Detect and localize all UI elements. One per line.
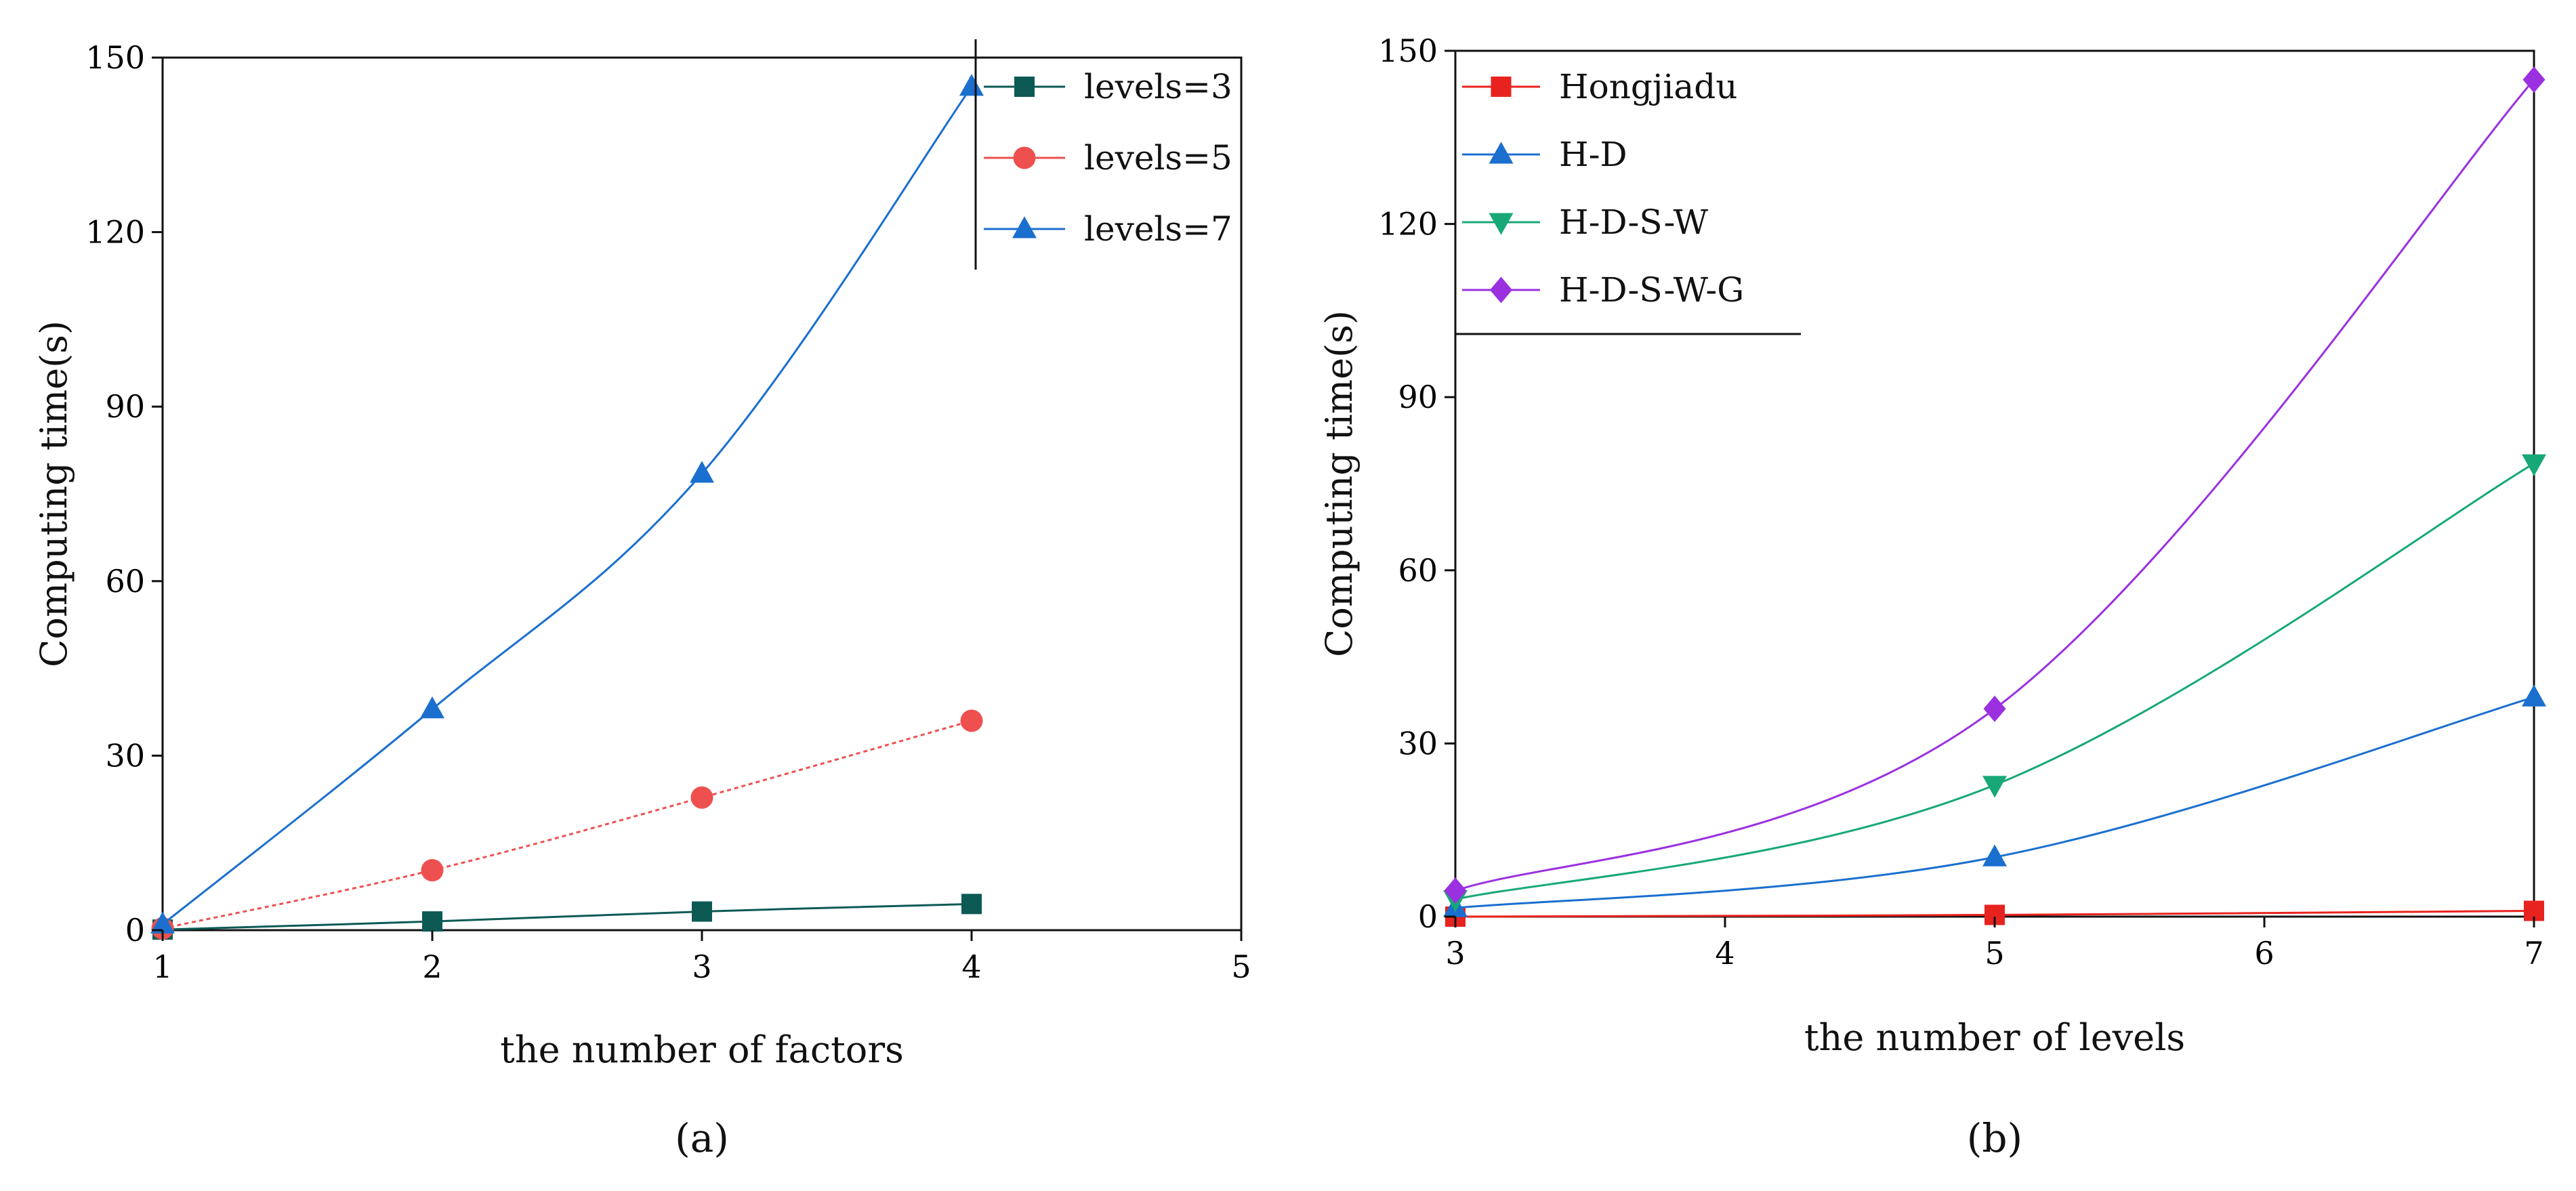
panel-a-data-point [690,786,713,809]
panel-a-x-tick-label: 5 [1231,948,1251,985]
panel-a-legend-text: levels=7 [1084,209,1232,249]
panel-b-series-line [1455,462,2535,900]
panel-a-label: (a) [675,1115,729,1161]
panel-a-data-point [150,911,175,934]
panel-a-series-0 [152,894,982,940]
panel-b-x-tick-label: 6 [2254,935,2274,971]
panel-a-x-tick-label: 4 [961,948,981,985]
panel-b-data-point [2522,454,2546,476]
panel-b-data-point [1982,844,2007,866]
panel-a-series-2 [150,74,984,934]
panel-a-series-layer [150,74,984,940]
panel-a-x-ticks: 1 2 3 4 5 [152,930,1251,985]
panel-a-y-tick-label: 30 [105,737,145,774]
panel-a-y-ticks: 0 30 60 90 120 150 [85,39,163,948]
panel-a-y-tick-label: 90 [105,388,145,425]
panel-b-data-point [2522,684,2546,707]
panel-b-y-ticks: 0 30 60 90 120 150 [1378,33,1455,935]
panel-b-legend-marker [1491,77,1512,97]
panel-a-data-point [420,696,444,719]
panel-a-legend-marker [1013,146,1036,169]
panel-b-series-1 [1443,684,2546,917]
panel-b-y-tick-label: 150 [1378,33,1438,69]
panel-a-series-line [162,86,973,925]
panel-a-series-line [162,719,972,929]
panel-b-y-tick-label: 0 [1418,898,1438,935]
panel-b-x-tick-label: 5 [1985,935,2004,971]
panel-a-data-point [692,901,712,922]
panel-b-y-tick-label: 90 [1398,379,1438,415]
panel-a-series-line [162,902,972,931]
panel-b-data-point [1982,776,2007,798]
panel-b-series-line [1455,79,2535,892]
panel-b-series-line [1455,696,2535,909]
panel-b-y-tick-label: 120 [1378,206,1438,243]
panel-b-y-tick-label: 30 [1398,725,1438,761]
panel-a-legend-text: levels=3 [1084,67,1232,106]
panel-a-series-1 [151,709,983,940]
panel-a-y-tick-label: 150 [85,39,145,76]
panel-b-series-2 [1443,454,2546,913]
panel-b-data-point [1983,695,2006,722]
panel-a-x-tick-label: 1 [152,948,172,985]
panel-a-data-point [422,911,442,932]
panel-b-x-tick-label: 7 [2524,935,2543,971]
panel-b-y-tick-label: 60 [1398,552,1438,589]
panel-b-data-point [2522,66,2546,93]
panel-b-legend-text: Hongjiadu [1559,67,1737,106]
panel-a-x-tick-label: 2 [422,948,442,985]
panel-a-legend: levels=3 levels=5 levels=7 [974,39,1232,270]
panel-b-x-tick-label: 4 [1715,935,1734,971]
panel-a-x-axis-label: the number of factors [500,1028,904,1071]
panel-b-y-axis-label: Computing time(s) [1318,310,1360,657]
panel-b-legend-marker [1489,142,1514,164]
panel-b-legend: Hongjiadu H-D H-D-S-W H-D-S-W-G [1455,67,1801,335]
panel-b-data-point [1444,877,1467,904]
panel-b-series-3 [1444,66,2546,904]
panel-b-x-ticks: 3 4 5 6 7 [1445,917,2544,971]
panel-a-y-axis-label: Computing time(s) [33,320,75,667]
panel-b-legend-marker [1490,276,1512,304]
panel-a-y-tick-label: 120 [85,214,145,251]
panel-a-x-tick-label: 3 [692,948,711,985]
panel-b-legend-marker [1489,213,1514,235]
panel-a-legend-marker [1014,77,1035,97]
panel-a-data-point [690,461,714,483]
panel-b-series-layer [1443,66,2546,927]
panel-a-legend-text: levels=5 [1084,138,1232,177]
panel-b-legend-text: H-D-S-W-G [1559,270,1744,310]
panel-a-data-point [961,894,982,915]
panel-b-x-axis-label: the number of levels [1804,1016,2185,1059]
panel-a-legend-marker [1012,216,1037,238]
panel-b-legend-text: H-D [1559,135,1627,174]
panel-b-label: (b) [1967,1115,2022,1161]
panel-a-data-point [959,74,984,96]
panel-b-legend-text: H-D-S-W [1559,203,1709,242]
panel-a-data-point [960,709,983,732]
panel-a-y-tick-label: 0 [125,912,145,948]
panel-a-data-point [421,859,444,882]
panel-b-x-tick-label: 3 [1445,935,1465,971]
panel-a-y-tick-label: 60 [105,563,145,600]
